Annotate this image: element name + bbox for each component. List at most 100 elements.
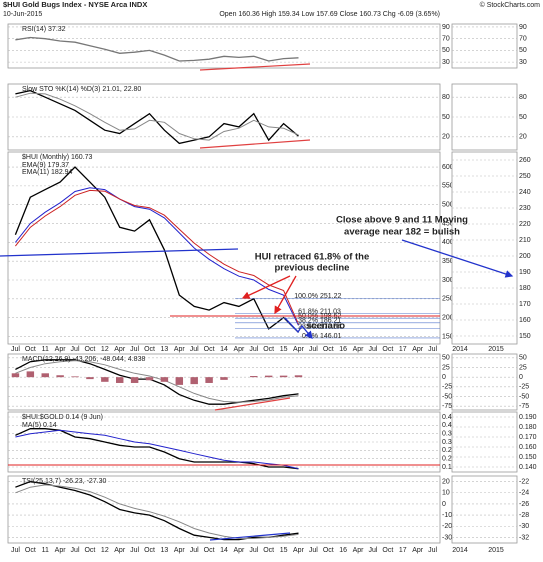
x-tick-label: Oct: [382, 346, 393, 353]
x-tick-label: Apr: [353, 346, 365, 353]
x-tick-label: Jul: [11, 547, 20, 554]
x-tick-label: Oct: [144, 547, 155, 554]
y-tick-label: 50: [442, 355, 450, 362]
fib-value: 146.01: [320, 333, 342, 340]
y-tick-label: 0.2: [442, 456, 452, 463]
x-tick-label: Jul: [309, 547, 318, 554]
rsi-trend: [199, 63, 311, 71]
x-tick-label: Oct: [323, 346, 334, 353]
panel-frame: [7, 151, 441, 345]
x-tick-label: 14: [220, 547, 228, 554]
y-tick-label: -10: [442, 512, 452, 519]
inset-y-tick-label: -32: [519, 534, 529, 541]
x-tick-label: Apr: [233, 346, 245, 353]
x-tick-label: Jul: [368, 547, 377, 554]
histogram-bar: [205, 377, 213, 383]
inset-x-tick-label: 2015: [488, 547, 504, 554]
y-tick-label: 50: [442, 114, 450, 121]
x-tick-label: Oct: [382, 547, 393, 554]
panel-title: MACD(12,26,9) -43.206, -48.044, 4.838: [22, 356, 145, 363]
x-tick-label: 15: [280, 346, 288, 353]
inset-y-tick-label: -30: [519, 523, 529, 530]
y-tick-label: 0.15: [442, 464, 456, 471]
y-tick-label: 10: [442, 490, 450, 497]
histogram-bar: [264, 375, 273, 378]
x-tick-label: 17: [399, 346, 407, 353]
x-tick-label: 12: [101, 346, 109, 353]
x-tick-label: Oct: [323, 547, 334, 554]
y-tick-label: 300: [442, 277, 454, 284]
y-tick-label: 50: [442, 47, 450, 54]
chart-date: 10-Jun-2015: [3, 11, 42, 18]
inset-frame: [451, 411, 518, 473]
inset-y-tick-label: -75: [519, 403, 529, 410]
x-tick-label: Apr: [353, 547, 365, 554]
y-tick-label: 20: [442, 478, 450, 485]
series-line: [15, 429, 299, 470]
histogram-bar: [56, 375, 64, 378]
series-line: [15, 484, 299, 539]
x-tick-label: Apr: [293, 547, 305, 554]
x-tick-label: Jul: [309, 346, 318, 353]
sto-trend: [199, 139, 311, 149]
y-tick-label: -30: [442, 534, 452, 541]
annotation: average near 182 = bulish: [344, 227, 460, 238]
y-tick-label: 150: [442, 333, 454, 340]
inset-x-tick-label: 2015: [488, 346, 504, 353]
x-tick-label: Oct: [144, 346, 155, 353]
y-tick-label: 0: [442, 501, 446, 508]
series-line: [15, 187, 299, 326]
x-tick-label: Apr: [412, 547, 424, 554]
annotation: HUI retraced 61.8% of the: [255, 252, 370, 263]
x-tick-label: Apr: [174, 346, 186, 353]
x-tick-label: 13: [161, 547, 169, 554]
inset-y-tick-label: -26: [519, 501, 529, 508]
fib-label: 38.2%: [298, 318, 318, 325]
x-tick-label: Jul: [190, 547, 199, 554]
x-tick-label: Oct: [25, 547, 36, 554]
credit: © StockCharts.com: [480, 1, 541, 9]
macd-trend: [214, 397, 291, 411]
series-line: [15, 428, 299, 470]
x-tick-label: Oct: [25, 346, 36, 353]
x-tick-label: 17: [399, 547, 407, 554]
fib-value: 170.84: [320, 323, 342, 330]
inset-y-tick-label: 230: [519, 205, 531, 212]
series-line: [15, 89, 299, 145]
arrow: [274, 275, 297, 315]
x-tick-label: 16: [339, 346, 347, 353]
histogram-bar: [145, 377, 154, 381]
trend-line: [0, 248, 239, 257]
ohlc: Open 160.36 High 159.34 Low 157.69 Close…: [219, 11, 440, 18]
panel-title: RSI(14) 37.32: [22, 26, 66, 33]
x-tick-label: Apr: [412, 346, 424, 353]
inset-x-tick-label: 2014: [452, 547, 468, 554]
y-tick-label: 25: [442, 364, 450, 371]
x-tick-label: Oct: [204, 346, 215, 353]
inset-y-tick-label: -25: [519, 384, 529, 391]
inset-frame: [451, 151, 518, 345]
x-tick-label: Apr: [55, 346, 67, 353]
inset-y-tick-label: 250: [519, 173, 531, 180]
x-tick-label: Oct: [84, 346, 95, 353]
y-tick-label: 30: [442, 59, 450, 66]
x-tick-label: 11: [42, 346, 49, 353]
inset-y-tick-label: 180: [519, 285, 531, 292]
histogram-bar: [279, 375, 288, 378]
panel-title: Slow STO %K(14) %D(3) 21.01, 22.80: [22, 86, 141, 93]
inset-y-tick-label: -50: [519, 393, 529, 400]
y-tick-label: 0.45: [442, 414, 456, 421]
inset-y-tick-label: -24: [519, 490, 529, 497]
x-tick-label: Oct: [263, 547, 274, 554]
inset-y-tick-label: 160: [519, 317, 531, 324]
y-tick-label: 400: [442, 239, 454, 246]
y-tick-label: 0.25: [442, 447, 456, 454]
y-tick-label: 250: [442, 296, 454, 303]
histogram-bar: [101, 377, 109, 382]
inset-y-tick-label: 0.190: [519, 414, 537, 421]
series-line: [15, 92, 299, 141]
panel-frame: [7, 475, 441, 544]
y-tick-label: 500: [442, 202, 454, 209]
fib-label: 50.0%: [298, 313, 318, 320]
histogram-bar: [220, 377, 228, 380]
